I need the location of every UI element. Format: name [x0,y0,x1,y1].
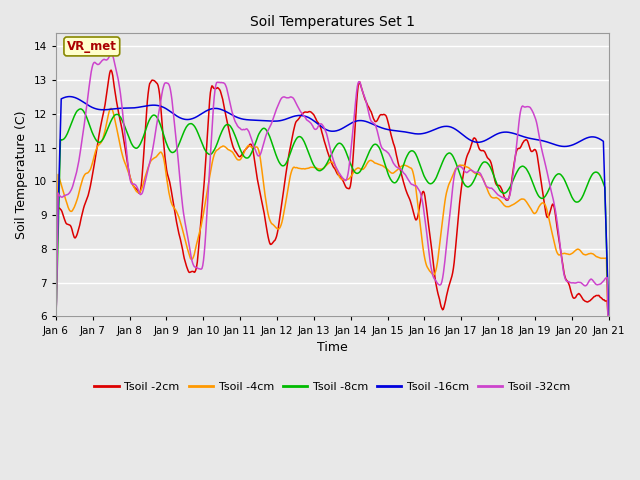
Legend: Tsoil -2cm, Tsoil -4cm, Tsoil -8cm, Tsoil -16cm, Tsoil -32cm: Tsoil -2cm, Tsoil -4cm, Tsoil -8cm, Tsoi… [90,377,575,396]
Y-axis label: Soil Temperature (C): Soil Temperature (C) [15,110,28,239]
Title: Soil Temperatures Set 1: Soil Temperatures Set 1 [250,15,415,29]
X-axis label: Time: Time [317,341,348,354]
Text: VR_met: VR_met [67,40,116,53]
